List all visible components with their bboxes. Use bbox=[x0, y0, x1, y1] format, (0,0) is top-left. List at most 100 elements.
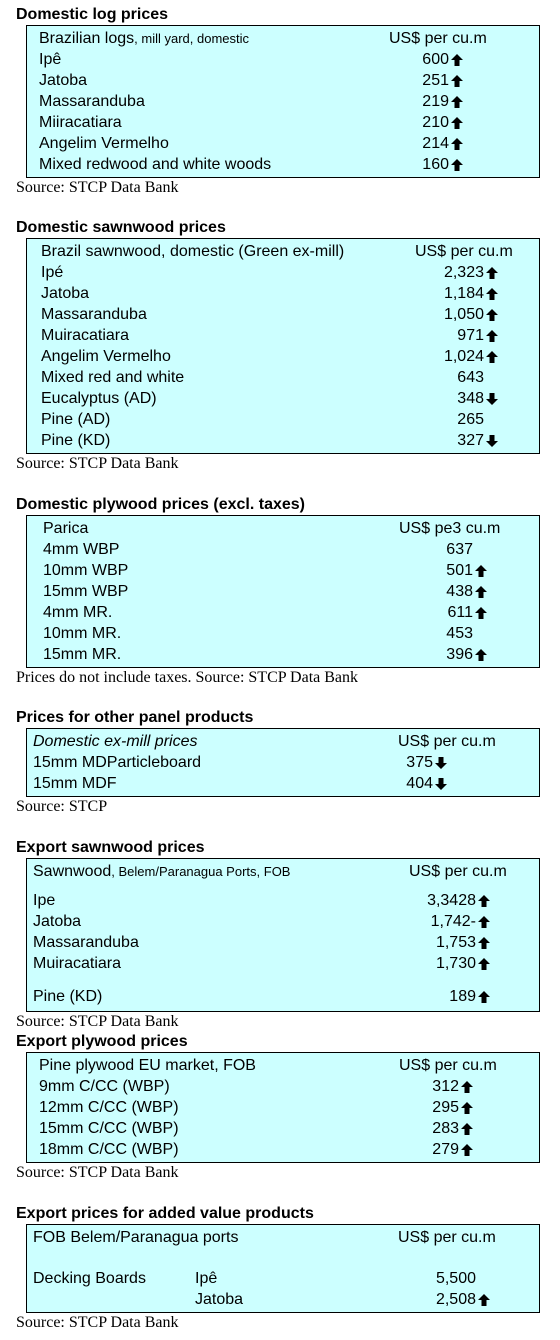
arrow-shape bbox=[475, 586, 487, 598]
row-value: 611 bbox=[447, 604, 473, 621]
row-value: 210 bbox=[422, 114, 449, 131]
header-label: Brazil sawnwood, domestic (Green ex-mill… bbox=[41, 241, 344, 262]
header-note: , mill yard, domestic bbox=[134, 31, 250, 46]
table-header: Brazilian logs, mill yard, domestic US$ p… bbox=[27, 28, 539, 49]
arrow-shape bbox=[451, 75, 463, 87]
row-label: Mixed red and white bbox=[41, 369, 185, 386]
row-value: 219 bbox=[422, 93, 449, 110]
row-label: 4mm MR. bbox=[43, 604, 113, 621]
row-label: Ipê bbox=[39, 51, 62, 68]
price-table: Brazil sawnwood, domestic (Green ex-mill… bbox=[26, 238, 540, 454]
table-row: Eucalyptus (AD) 348 bbox=[27, 388, 539, 409]
table-row: Massaranduba 219 bbox=[27, 91, 539, 112]
arrow-shape bbox=[451, 117, 463, 129]
arrow-shape bbox=[435, 778, 447, 790]
trend-up-icon bbox=[451, 54, 463, 66]
price-table: FOB Belem/Paranagua ports US$ per cu.m Dec… bbox=[26, 1224, 540, 1313]
table-row: 15mm MDF 404 bbox=[27, 773, 539, 794]
trend-up-icon bbox=[451, 159, 463, 171]
trend-up-icon bbox=[475, 565, 487, 577]
arrow-shape bbox=[461, 1102, 473, 1114]
arrow-shape bbox=[475, 607, 487, 619]
header-label: FOB Belem/Paranagua ports bbox=[33, 1227, 238, 1248]
row-value: 2,508 bbox=[435, 1291, 476, 1308]
table-row: Pine (AD) 265 bbox=[27, 409, 539, 430]
table-row: 10mm WBP 501 bbox=[27, 560, 539, 581]
row-label: Jatoba bbox=[41, 285, 90, 302]
trend-up-icon bbox=[478, 937, 490, 949]
arrow-shape bbox=[451, 96, 463, 108]
row-value: 971 bbox=[457, 327, 484, 344]
row-value: 637 bbox=[446, 541, 473, 558]
header-text: Pine plywood EU market, FOB bbox=[39, 1057, 256, 1074]
price-table: Pine plywood EU market, FOB US$ per cu.m 9… bbox=[26, 1052, 540, 1163]
row-label: 15mm MDParticleboard bbox=[33, 754, 202, 771]
row-value: 295 bbox=[432, 1099, 459, 1116]
row-label: Ipe bbox=[33, 892, 56, 909]
source-note: Source: STCP Data Bank bbox=[16, 1314, 179, 1331]
row-value: 643 bbox=[457, 369, 484, 386]
trend-up-icon bbox=[475, 586, 487, 598]
trend-up-icon bbox=[451, 75, 463, 87]
table-row: 15mm WBP 438 bbox=[27, 581, 539, 602]
row-value: 2,323 bbox=[443, 264, 484, 281]
row-label: Ipé bbox=[41, 264, 64, 281]
header-label: Pine plywood EU market, FOB bbox=[39, 1055, 256, 1076]
row-value: 1,050 bbox=[443, 306, 484, 323]
trend-up-icon bbox=[486, 267, 498, 279]
trend-up-icon bbox=[478, 916, 490, 928]
row-label: 12mm C/CC (WBP) bbox=[39, 1099, 179, 1116]
trend-up-icon bbox=[486, 330, 498, 342]
row-value: 251 bbox=[422, 72, 449, 89]
table-row: Ipê 600 bbox=[27, 49, 539, 70]
price-table: Domestic ex-mill prices US$ per cu.m 15mm … bbox=[26, 728, 540, 797]
arrow-shape bbox=[451, 138, 463, 150]
unit-header: US$ pe3 cu.m bbox=[399, 520, 501, 537]
table-row: Pine (KD) 327 bbox=[27, 430, 539, 451]
trend-up-icon bbox=[478, 1294, 490, 1306]
table-row: Ipé 2,323 bbox=[27, 262, 539, 283]
arrow-shape bbox=[486, 435, 498, 447]
source-note: Prices do not include taxes. Source: STC… bbox=[16, 669, 359, 686]
table-row: Mixed red and white 643 bbox=[27, 367, 539, 388]
row-label: Jatoba bbox=[33, 913, 82, 930]
row-value: 1,730 bbox=[435, 955, 476, 972]
table-header: Domestic ex-mill prices US$ per cu.m bbox=[27, 731, 539, 752]
row-label: 10mm WBP bbox=[43, 562, 129, 579]
unit-header: US$ per cu.m bbox=[399, 1057, 497, 1074]
row-label: 15mm C/CC (WBP) bbox=[39, 1120, 179, 1137]
arrow-shape bbox=[475, 565, 487, 577]
row-label: Massaranduba bbox=[33, 934, 139, 951]
trend-up-icon bbox=[451, 117, 463, 129]
row-label: Pine (KD) bbox=[41, 432, 111, 449]
row-label: Pine (AD) bbox=[41, 411, 111, 428]
price-table: Parica US$ pe3 cu.m 4mm WBP 637 10mm WBP 501 1… bbox=[26, 515, 540, 668]
table-row: 15mm C/CC (WBP) 283 bbox=[27, 1118, 539, 1139]
header-label: Parica bbox=[43, 518, 88, 539]
arrow-shape bbox=[478, 937, 490, 949]
row-label: 9mm C/CC (WBP) bbox=[39, 1078, 170, 1095]
trend-down-icon bbox=[435, 757, 447, 769]
trend-down-icon bbox=[486, 393, 498, 405]
table-row: 9mm C/CC (WBP) 312 bbox=[27, 1076, 539, 1097]
row-label: 4mm WBP bbox=[43, 541, 120, 558]
row-label: 10mm MR. bbox=[43, 625, 122, 642]
header-label: Sawnwood, Belem/Paranagua Ports, FOB bbox=[33, 861, 290, 882]
table-row: Jatoba 2,508 bbox=[27, 1289, 539, 1310]
trend-up-icon bbox=[461, 1081, 473, 1093]
trend-up-icon bbox=[461, 1144, 473, 1156]
table-row: Massaranduba 1,050 bbox=[27, 304, 539, 325]
row-label: Angelim Vermelho bbox=[39, 135, 169, 152]
row-value: 1,184 bbox=[443, 285, 484, 302]
arrow-shape bbox=[478, 916, 490, 928]
trend-up-icon bbox=[475, 607, 487, 619]
source-note: Source: STCP Data Bank bbox=[16, 455, 179, 472]
table-header: FOB Belem/Paranagua ports US$ per cu.m bbox=[27, 1227, 539, 1248]
row-value: 438 bbox=[446, 583, 473, 600]
source-note: Source: STCP bbox=[16, 798, 108, 815]
trend-up-icon bbox=[461, 1123, 473, 1135]
row-value: 283 bbox=[432, 1120, 459, 1137]
arrow-shape bbox=[461, 1123, 473, 1135]
table-row: 10mm MR. 453 bbox=[27, 623, 539, 644]
